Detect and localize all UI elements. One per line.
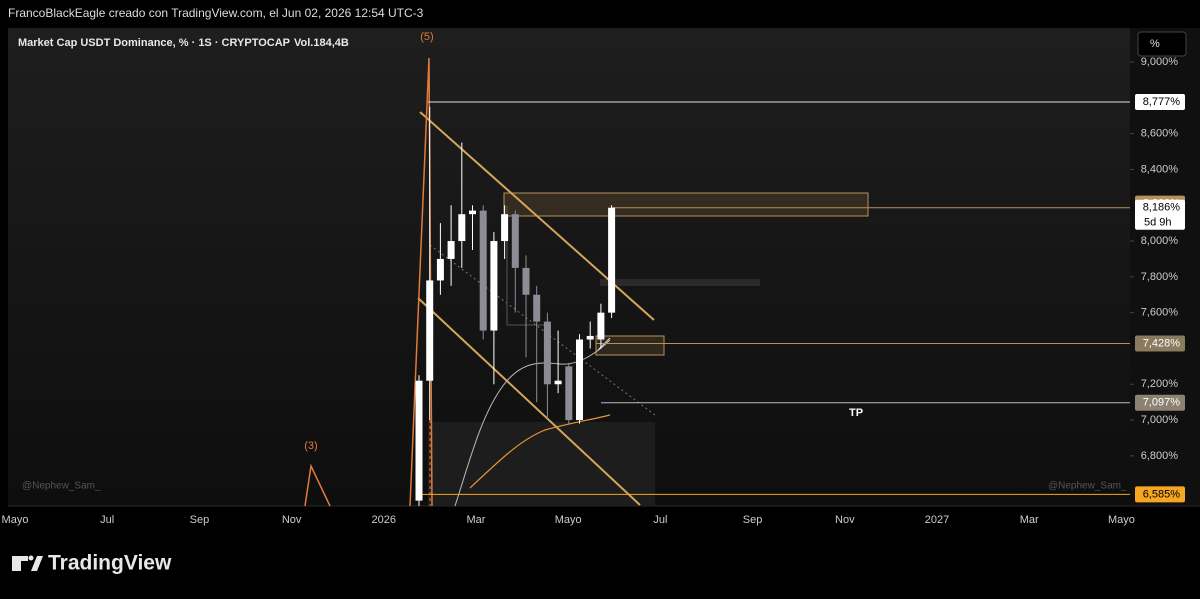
- candle-body: [533, 294, 541, 322]
- unit-button-label[interactable]: %: [1150, 38, 1160, 50]
- logo: [12, 555, 43, 571]
- y-tick-label: 8,400%: [1141, 163, 1179, 175]
- annotation: (3): [304, 440, 317, 452]
- x-tick-label: 2027: [925, 514, 949, 526]
- y-tick-label: 7,800%: [1141, 271, 1179, 283]
- x-tick-label: Jul: [100, 514, 114, 526]
- footer-brand: TradingView: [48, 552, 172, 575]
- price-label: 7,097%: [1143, 397, 1181, 409]
- candle-body: [511, 214, 519, 268]
- x-tick-label: Mayo: [555, 514, 582, 526]
- annotation: TP: [849, 407, 863, 419]
- chart-title: Market Cap USDT Dominance, % · 1S · CRYP…: [18, 37, 290, 49]
- x-tick-label: Mayo: [2, 514, 29, 526]
- watermark: @Nephew_Sam_: [22, 481, 101, 492]
- price-label: 8,777%: [1143, 96, 1181, 108]
- price-label: 7,428%: [1143, 337, 1181, 349]
- x-tick-label: Sep: [190, 514, 210, 526]
- candle-body: [479, 210, 487, 331]
- candle-body: [522, 267, 530, 295]
- candle-body: [458, 214, 466, 242]
- x-tick-label: Mar: [1020, 514, 1039, 526]
- data-layer: 9,000% 8,600% 8,400% 8,000% 7,800% 7,600% 7,20…: [2, 56, 1185, 526]
- candle-body: [608, 207, 616, 313]
- x-tick-label: Jul: [653, 514, 667, 526]
- x-tick-label: 2026: [372, 514, 396, 526]
- x-tick-label: Nov: [835, 514, 855, 526]
- moving-average: [469, 414, 611, 489]
- price-label-box: [1135, 486, 1185, 503]
- zone: [600, 279, 760, 286]
- guide-line: [597, 337, 611, 351]
- y-tick-label: 8,600%: [1141, 128, 1179, 140]
- x-tick-label: Nov: [282, 514, 302, 526]
- y-tick-label: 8,000%: [1141, 235, 1179, 247]
- candle-body: [447, 241, 455, 259]
- candle-body: [597, 312, 605, 340]
- candle-body: [576, 339, 583, 421]
- volume-label: Vol.184,4B: [294, 37, 349, 49]
- candle-body: [436, 258, 444, 281]
- trend-line: [417, 297, 641, 506]
- y-tick-label: 7,200%: [1141, 378, 1179, 390]
- unit-button[interactable]: [1137, 31, 1187, 57]
- candle-body: [554, 380, 562, 385]
- header: FrancoBlackEagle creado con TradingView.…: [8, 6, 424, 20]
- candle-body: [469, 210, 476, 215]
- candle-body: [490, 241, 498, 331]
- y-tick-label: 9,000%: [1141, 56, 1179, 68]
- annotation: (5): [420, 31, 433, 43]
- zone: [428, 422, 655, 506]
- price-label-box: [1135, 199, 1185, 230]
- price-label-box: [1135, 394, 1185, 411]
- moving-average: [454, 339, 611, 507]
- zone: [595, 335, 665, 356]
- candle-body: [586, 335, 594, 340]
- x-tick-label: Mar: [467, 514, 486, 526]
- price-label-box: [1135, 335, 1185, 352]
- candle-body: [565, 366, 573, 421]
- y-tick-label: 7,600%: [1141, 307, 1179, 319]
- wave-line: [304, 463, 331, 507]
- price-label: 6,585%: [1143, 488, 1181, 500]
- countdown: 5d 9h: [1144, 217, 1172, 229]
- y-tick-label: 7,000%: [1141, 414, 1179, 426]
- watermark: @Nephew_Sam_: [1048, 481, 1127, 492]
- price-label-box: [1135, 93, 1185, 110]
- y-tick-label: 6,800%: [1141, 450, 1179, 462]
- x-tick-label: Mayo: [1108, 514, 1135, 526]
- price-label: 8,186%: [1143, 202, 1181, 214]
- x-tick-label: Sep: [743, 514, 763, 526]
- candle-body: [543, 321, 551, 385]
- zone: [503, 192, 869, 217]
- candle-body: [415, 380, 423, 501]
- trend-line: [429, 244, 656, 416]
- candle-body: [426, 280, 434, 381]
- candle-body: [501, 214, 509, 242]
